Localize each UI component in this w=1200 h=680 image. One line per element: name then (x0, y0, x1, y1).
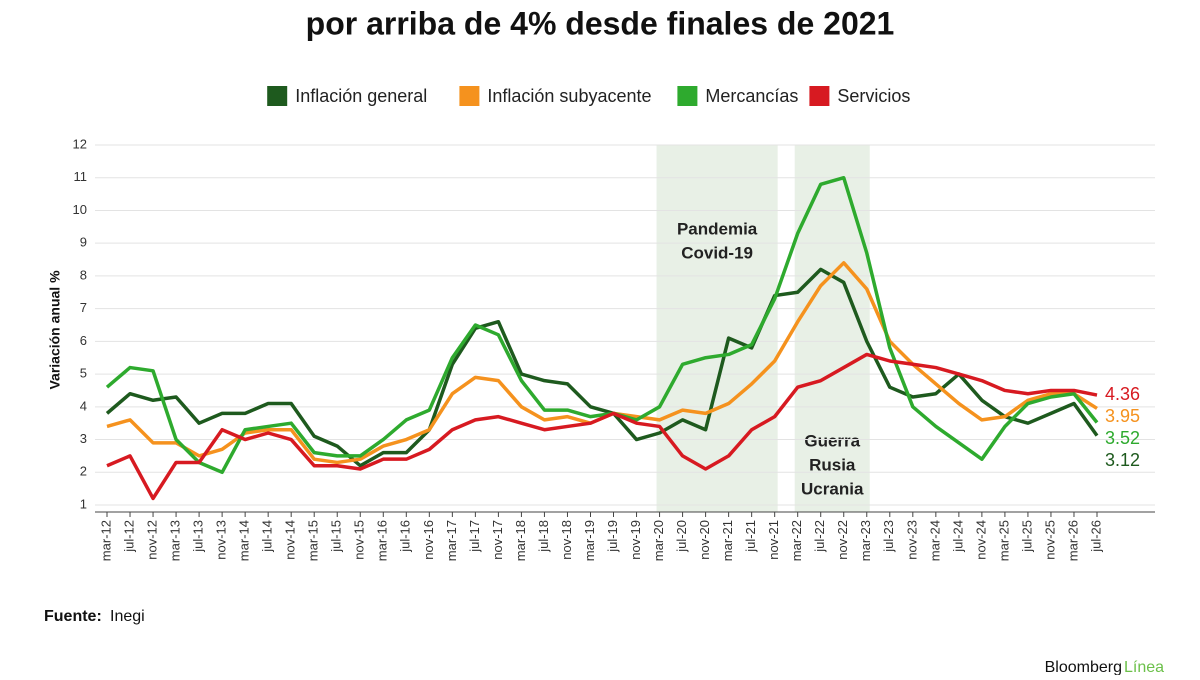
series-line (106, 261, 1098, 465)
period-label: Rusia (809, 455, 856, 474)
legend-label: Servicios (837, 86, 910, 106)
x-tick-label: jul-26 (1088, 520, 1103, 553)
x-tick-label: nov-15 (352, 520, 367, 560)
x-tick-label: nov-21 (766, 520, 781, 560)
x-tick-label: nov-13 (214, 520, 229, 560)
x-tick-label: jul-20 (674, 520, 689, 553)
y-tick-label: 4 (80, 398, 87, 413)
x-tick-label: nov-20 (697, 520, 712, 560)
x-tick-label: mar-13 (168, 520, 183, 561)
x-tick-label: jul-12 (121, 520, 136, 553)
period-label: Ucrania (801, 479, 864, 498)
x-tick-label: mar-14 (237, 520, 252, 561)
y-tick-label: 3 (80, 431, 87, 446)
y-tick-label: 12 (73, 136, 87, 151)
x-tick-label: mar-15 (306, 520, 321, 561)
x-tick-label: nov-25 (1042, 520, 1057, 560)
y-axis-title: Variación anual % (47, 270, 63, 390)
brand: Línea (1124, 659, 1164, 675)
x-tick-label: mar-22 (789, 520, 804, 561)
y-tick-label: 7 (80, 300, 87, 315)
x-tick-label: jul-23 (881, 520, 896, 553)
period-label: Guerra (804, 431, 860, 450)
x-tick-label: mar-24 (927, 520, 942, 561)
y-tick-label: 1 (80, 496, 87, 511)
x-tick-label: jul-24 (950, 520, 965, 553)
source-label: Fuente: (44, 608, 102, 625)
period-label: Pandemia (677, 219, 758, 238)
series-line (106, 352, 1098, 501)
y-tick-label: 2 (80, 464, 87, 479)
x-tick-label: jul-21 (743, 520, 758, 553)
x-tick-label: mar-17 (444, 520, 459, 561)
series-line (105, 175, 1099, 475)
x-tick-label: mar-21 (720, 520, 735, 561)
x-tick-label: jul-25 (1019, 520, 1034, 553)
x-tick-label: jul-16 (398, 520, 413, 553)
x-tick-label: nov-12 (144, 520, 159, 560)
x-tick-label: jul-22 (812, 520, 827, 553)
period-label: Covid-19 (681, 243, 753, 262)
y-tick-label: 9 (80, 235, 87, 250)
source: Inegi (110, 608, 145, 625)
series-line (105, 267, 1099, 468)
legend-label: Inflación subyacente (487, 86, 651, 106)
x-tick-label: mar-19 (582, 520, 597, 561)
x-tick-label: jul-13 (191, 520, 206, 553)
legend-label: Mercancías (705, 86, 798, 106)
end-value-label: 4.36 (1105, 384, 1140, 404)
x-tick-label: mar-18 (513, 520, 528, 561)
x-tick-label: mar-23 (858, 520, 873, 561)
x-tick-label: jul-15 (329, 520, 344, 553)
x-tick-label: nov-16 (421, 520, 436, 560)
chart-title: por arriba de 4% desde finales de 2021 (306, 5, 895, 41)
x-tick-label: nov-19 (628, 520, 643, 560)
y-tick-label: 11 (74, 169, 88, 184)
legend-swatch (677, 86, 698, 106)
legend-swatch (459, 86, 480, 106)
x-tick-label: nov-17 (490, 520, 505, 560)
x-tick-label: jul-17 (467, 520, 482, 553)
x-tick-label: nov-23 (904, 520, 919, 560)
legend-label: Inflación general (295, 86, 427, 106)
x-tick-label: jul-14 (260, 520, 275, 553)
x-tick-label: mar-20 (651, 520, 666, 561)
legend-swatch (267, 86, 288, 106)
x-tick-label: mar-16 (375, 520, 390, 561)
y-tick-label: 6 (80, 333, 87, 348)
x-tick-label: nov-24 (973, 520, 988, 560)
x-tick-label: mar-12 (98, 520, 113, 561)
legend-swatch (809, 86, 830, 106)
x-tick-label: mar-26 (1065, 520, 1080, 561)
x-tick-label: jul-19 (605, 520, 620, 553)
y-tick-label: 10 (73, 202, 87, 217)
x-tick-label: nov-22 (835, 520, 850, 560)
x-tick-label: mar-25 (996, 520, 1011, 561)
shaded-period (794, 145, 870, 512)
x-tick-label: nov-14 (283, 520, 298, 560)
end-value-label: 3.95 (1105, 406, 1140, 426)
x-tick-label: nov-18 (559, 520, 574, 560)
y-tick-label: 8 (80, 267, 87, 282)
y-tick-label: 5 (80, 366, 87, 381)
brand: Bloomberg (1045, 659, 1122, 675)
end-value-label: 3.12 (1105, 450, 1140, 470)
x-tick-label: jul-18 (536, 520, 551, 553)
end-value-label: 3.52 (1105, 428, 1140, 448)
